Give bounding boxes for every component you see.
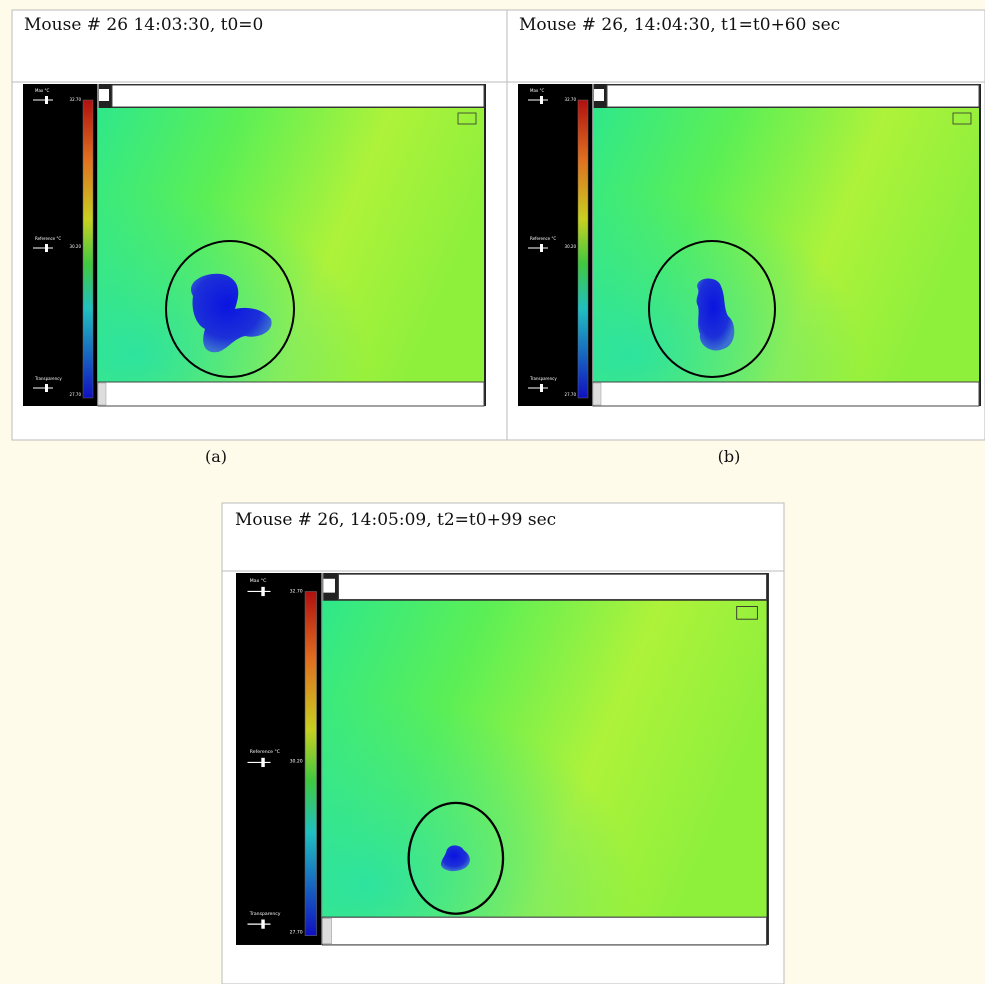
scrollbar — [322, 918, 331, 943]
scale-value: 32.70 — [70, 97, 82, 102]
color-bar — [83, 100, 93, 398]
top-bar — [607, 85, 979, 107]
scale-value: 32.70 — [565, 97, 577, 102]
scale-label: Transparency — [249, 911, 281, 917]
scale-label: Max °C — [530, 88, 545, 93]
panel-title: Mouse # 26, 14:04:30, t1=t0+60 sec — [519, 15, 840, 35]
cool-region — [593, 108, 979, 382]
scale-label: Transparency — [34, 376, 62, 381]
scale-label: Reference °C — [530, 236, 556, 241]
cool-region — [322, 601, 766, 917]
slider-knob — [45, 384, 48, 392]
slider-knob — [45, 244, 48, 252]
slider-knob — [261, 587, 264, 596]
color-bar — [578, 100, 588, 398]
scale-value: 30.20 — [290, 758, 303, 764]
panel-title: Mouse # 26 14:03:30, t0=0 — [24, 15, 263, 35]
scale-value: 30.20 — [565, 244, 577, 249]
toolbar-icon — [99, 89, 109, 101]
slider-knob — [45, 96, 48, 104]
slider-knob — [261, 920, 264, 929]
bottom-bar — [98, 382, 484, 406]
scale-label: Max °C — [250, 578, 267, 584]
top-bar — [112, 85, 484, 107]
bottom-bar — [593, 382, 979, 406]
scale-label: Reference °C — [35, 236, 61, 241]
panel-caption: (a) — [205, 447, 227, 466]
panel-title: Mouse # 26, 14:05:09, t2=t0+99 sec — [235, 510, 556, 530]
scale-value: 32.70 — [290, 589, 303, 595]
thermal-image: Max °C 32.70 Reference °C 30.20 Transparency… — [236, 573, 769, 945]
scale-value: 27.70 — [70, 392, 82, 397]
scale-label: Max °C — [35, 88, 50, 93]
toolbar-icon — [594, 89, 604, 101]
color-bar — [305, 591, 317, 935]
scale-value: 30.20 — [70, 244, 82, 249]
thermal-image: Max °C 32.70 Reference °C 30.20 Transparency… — [518, 84, 981, 406]
bottom-bar — [322, 917, 766, 945]
slider-knob — [261, 758, 264, 767]
scrollbar — [593, 383, 601, 405]
panel-caption: (b) — [718, 447, 741, 466]
figure: Mouse # 26 14:03:30, t0=0 (a) Max °C 32.70 R… — [0, 0, 985, 984]
cool-region — [98, 108, 484, 382]
scale-value: 27.70 — [565, 392, 577, 397]
scrollbar — [98, 383, 106, 405]
slider-knob — [540, 244, 543, 252]
top-bar — [338, 574, 766, 599]
scale-value: 27.70 — [290, 929, 303, 935]
scale-label: Reference °C — [250, 749, 280, 755]
toolbar-icon — [323, 579, 335, 593]
slider-knob — [540, 384, 543, 392]
thermal-image: Max °C 32.70 Reference °C 30.20 Transparency… — [23, 84, 486, 406]
slider-knob — [540, 96, 543, 104]
scale-label: Transparency — [529, 376, 557, 381]
